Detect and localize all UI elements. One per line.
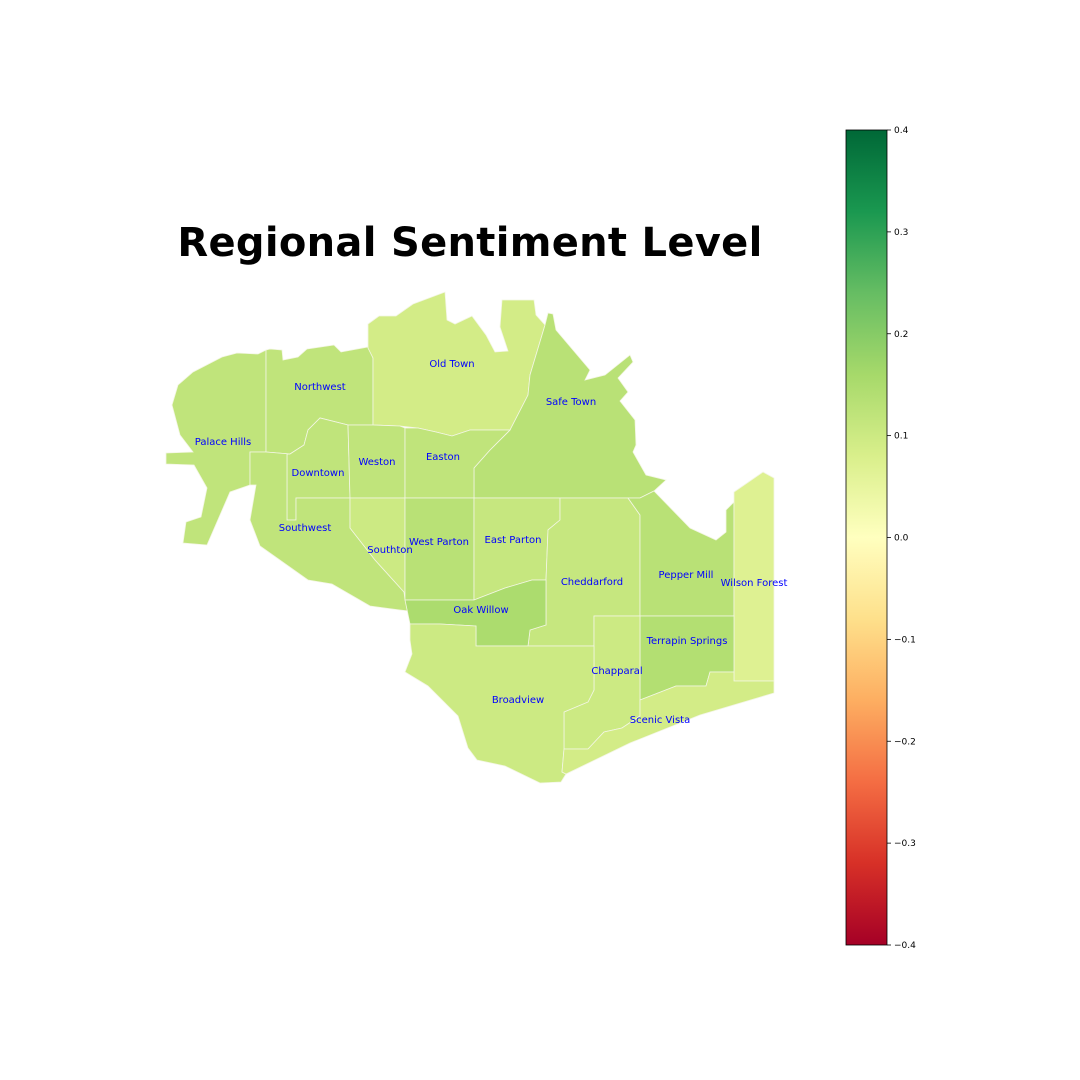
region-label-east-parton: East Parton — [485, 535, 542, 546]
region-label-scenic-vista: Scenic Vista — [630, 715, 690, 726]
region-scenic-vista[interactable] — [561, 671, 775, 775]
region-label-oak-willow: Oak Willow — [453, 605, 508, 616]
region-label-terrapin-springs: Terrapin Springs — [646, 636, 728, 647]
region-shapes — [165, 291, 775, 784]
region-label-northwest: Northwest — [294, 382, 346, 393]
region-old-town[interactable] — [367, 291, 546, 437]
region-label-palace-hills: Palace Hills — [195, 437, 252, 448]
region-label-wilson-forest: Wilson Forest — [721, 578, 788, 589]
region-wilson-forest[interactable] — [733, 471, 775, 682]
region-pepper-mill[interactable] — [627, 490, 735, 617]
colorbar-tick-label: −0.2 — [894, 737, 916, 747]
region-labels: Palace Hills Northwest Old Town Safe Tow… — [195, 359, 788, 726]
region-label-southton: Southton — [367, 545, 412, 556]
region-west-parton[interactable] — [404, 497, 475, 601]
colorbar-tick-label: −0.4 — [894, 941, 916, 951]
colorbar: 0.4 0.3 0.2 0.1 0.0 −0.1 −0.2 −0.3 −0.4 — [845, 126, 916, 951]
region-label-weston: Weston — [358, 457, 395, 468]
colorbar-ticks: 0.4 0.3 0.2 0.1 0.0 −0.1 −0.2 −0.3 −0.4 — [887, 126, 916, 951]
region-label-downtown: Downtown — [292, 468, 345, 479]
region-palace-hills[interactable] — [165, 349, 267, 546]
colorbar-tick-label: 0.0 — [894, 534, 909, 544]
colorbar-tick-label: 0.2 — [894, 330, 908, 340]
map-title: Regional Sentiment Level — [177, 220, 763, 266]
region-label-chapparal: Chapparal — [591, 666, 642, 677]
region-label-pepper-mill: Pepper Mill — [659, 570, 714, 581]
colorbar-tick-label: 0.4 — [894, 126, 909, 136]
region-label-west-parton: West Parton — [409, 537, 469, 548]
colorbar-gradient — [845, 129, 888, 946]
region-label-safe-town: Safe Town — [546, 397, 596, 408]
region-label-broadview: Broadview — [492, 695, 544, 706]
colorbar-tick-label: 0.1 — [894, 432, 908, 442]
region-label-easton: Easton — [426, 452, 460, 463]
region-label-cheddarford: Cheddarford — [561, 577, 623, 588]
colorbar-tick-label: −0.1 — [894, 635, 916, 645]
region-label-old-town: Old Town — [429, 359, 474, 370]
region-label-southwest: Southwest — [279, 523, 332, 534]
colorbar-tick-label: −0.3 — [894, 839, 916, 849]
colorbar-tick-label: 0.3 — [894, 228, 908, 238]
